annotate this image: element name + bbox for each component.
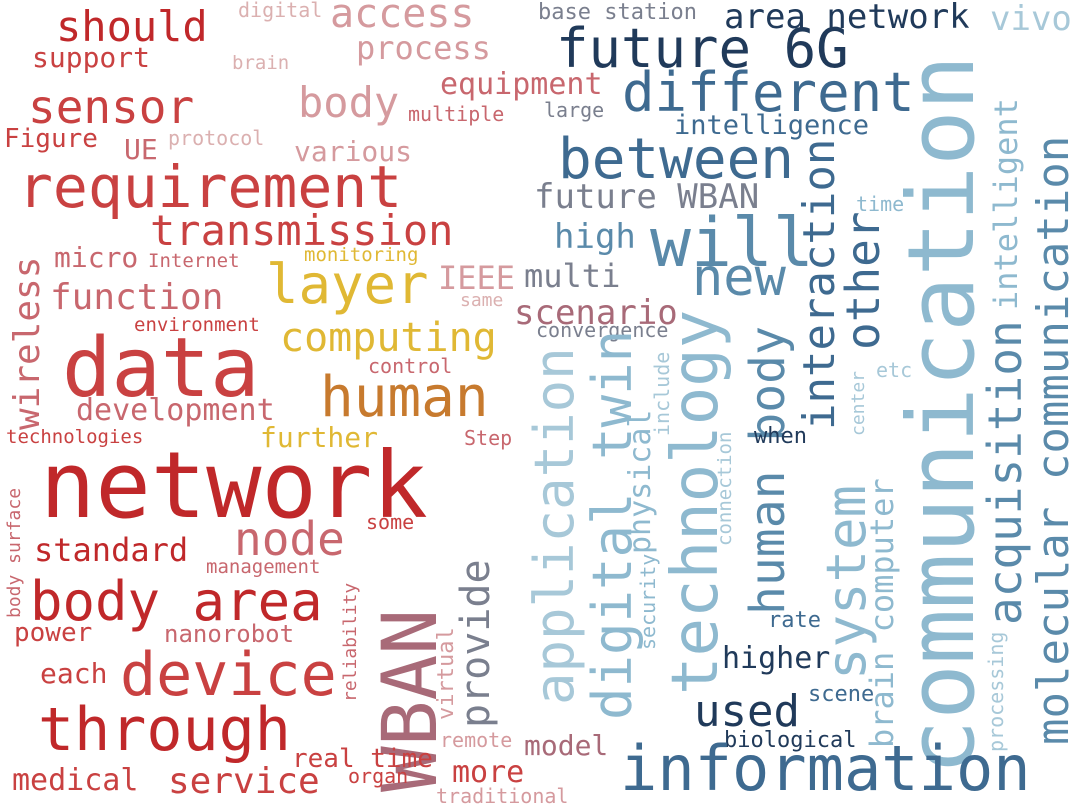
word-intelligent: intelligent (987, 98, 1025, 310)
word-equipment: equipment (440, 67, 603, 102)
word-body-area: body area (30, 570, 323, 633)
word-information: information (620, 732, 1031, 805)
word-etc: etc (876, 358, 913, 382)
word-more: more (452, 755, 525, 790)
word-brain-computer: brain computer (863, 478, 901, 748)
word-access: access (330, 0, 475, 37)
word-internet: Internet (148, 250, 240, 272)
word-digital: digital (238, 0, 323, 22)
word-node: node (234, 512, 345, 566)
word-transmission: transmission (150, 206, 454, 255)
word-some: some (366, 510, 415, 534)
word-other: other (836, 211, 890, 350)
word-area-network: area network (724, 0, 970, 37)
word-higher: higher (722, 641, 831, 676)
word-development: development (76, 393, 275, 428)
word-different: different (622, 61, 915, 124)
word-time: time (856, 192, 905, 216)
word-medical: medical (12, 763, 139, 798)
word-data: data (62, 321, 260, 416)
word-multiple: multiple (408, 102, 505, 126)
word-large: large (544, 98, 605, 122)
word-security: security (636, 553, 660, 650)
word-figure: Figure (4, 124, 98, 154)
word-organ: organ (348, 764, 409, 788)
word-through: through (38, 695, 291, 765)
word-center: center (848, 370, 869, 436)
word-intelligence: intelligence (674, 110, 870, 141)
word-provide: provide (453, 559, 499, 728)
word-human: human (320, 365, 489, 430)
word-model: model (524, 729, 609, 762)
word-real-time: real time (292, 744, 433, 774)
word-future-wban: future WBAN (534, 177, 760, 217)
word-reliability: reliability (340, 582, 361, 702)
word-micro: micro (54, 241, 139, 274)
word-management: management (206, 556, 321, 578)
word-sensor: sensor (28, 80, 195, 134)
word-each: each (40, 657, 108, 690)
word-brain: brain (232, 52, 290, 74)
word-used: used (694, 686, 800, 737)
word-protocol: protocol (168, 126, 265, 150)
word-body-surface: body surface (4, 487, 25, 618)
word-molecular-communication: molecular communication (1028, 135, 1079, 745)
word-human-body: human body (740, 326, 796, 615)
word-monitoring: monitoring (304, 244, 419, 266)
word-environment: environment (134, 314, 260, 336)
word-high: high (554, 217, 636, 257)
word-application: application (523, 347, 586, 705)
word-nanorobot: nanorobot (164, 620, 295, 648)
word-remote: remote (440, 728, 513, 752)
word-future-6g: future 6G (556, 17, 849, 80)
word-ieee: IEEE (438, 259, 516, 297)
word-standard: standard (34, 531, 189, 569)
word-communication: communication (888, 54, 995, 775)
word-base-station: base station (538, 0, 697, 25)
word-same: same (460, 290, 504, 311)
word-layer: layer (266, 253, 429, 316)
word-between: between (558, 127, 795, 192)
word-scenario: scenario (514, 293, 678, 333)
word-will: will (650, 204, 814, 283)
word-wireless: wireless (7, 256, 48, 430)
word-new: new (692, 248, 786, 308)
word-rate: rate (768, 608, 821, 633)
word-include: include (650, 351, 674, 436)
word-multi: multi (524, 257, 621, 295)
word-service: service (168, 761, 320, 802)
word-connection: connection (714, 431, 736, 546)
word-power: power (14, 618, 93, 648)
word-requirement: requirement (18, 153, 403, 221)
word-ue: UE (124, 133, 158, 166)
word-network: network (40, 432, 428, 539)
word-biological: biological (724, 728, 857, 753)
word-further: further (260, 421, 379, 454)
word-interaction: interaction (794, 138, 845, 430)
word-body: body (298, 78, 400, 127)
word-vivo: vivo (990, 0, 1072, 39)
word-function: function (50, 277, 224, 318)
word-traditional: traditional (436, 784, 569, 808)
word-when: when (754, 424, 807, 449)
word-control: control (368, 354, 453, 378)
word-technologies: technologies (6, 426, 144, 448)
word-scene: scene (808, 682, 875, 707)
word-processing: processing (984, 631, 1008, 752)
word-should: should (56, 2, 208, 51)
word-various: various (294, 135, 413, 168)
word-convergence: convergence (536, 318, 669, 342)
word-acquisition: acquisition (978, 320, 1032, 625)
word-process: process (356, 29, 491, 67)
word-computing: computing (280, 315, 497, 361)
word-support: support (32, 41, 151, 74)
word-device: device (120, 640, 337, 710)
word-step: Step (464, 426, 513, 450)
